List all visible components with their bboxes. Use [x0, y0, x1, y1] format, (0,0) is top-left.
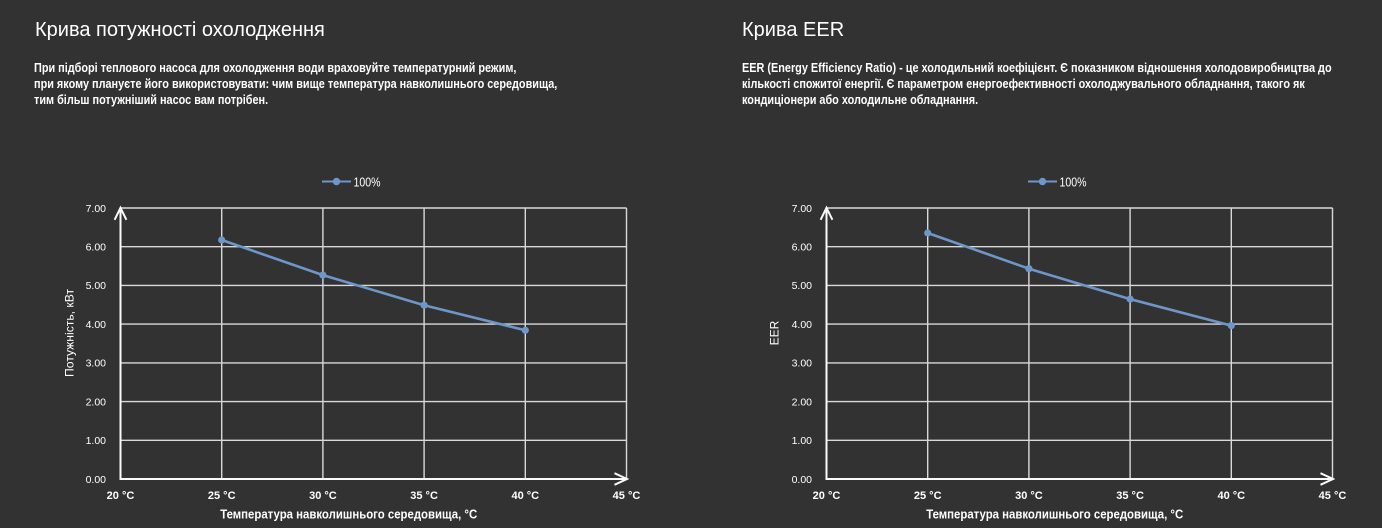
svg-text:45 °C: 45 °C	[613, 490, 641, 502]
svg-text:20 °C: 20 °C	[107, 490, 135, 502]
svg-text:30 °C: 30 °C	[309, 490, 337, 502]
svg-text:40 °C: 40 °C	[1217, 490, 1245, 502]
svg-text:1.00: 1.00	[791, 435, 812, 447]
svg-text:30 °C: 30 °C	[1015, 490, 1043, 502]
svg-text:100%: 100%	[354, 174, 381, 189]
svg-text:35 °C: 35 °C	[1116, 490, 1144, 502]
svg-text:0.00: 0.00	[86, 474, 107, 486]
svg-text:Температура навколишнього сере: Температура навколишнього середовища, °C	[926, 508, 1183, 522]
svg-text:45 °C: 45 °C	[1318, 490, 1346, 502]
svg-text:20 °C: 20 °C	[812, 490, 840, 502]
svg-text:40 °C: 40 °C	[511, 490, 539, 502]
svg-text:2.00: 2.00	[86, 396, 107, 408]
svg-text:6.00: 6.00	[86, 242, 107, 254]
svg-text:2.00: 2.00	[791, 396, 812, 408]
svg-text:EER: EER	[767, 320, 781, 345]
svg-text:0.00: 0.00	[791, 474, 812, 486]
svg-text:Температура навколишнього сере: Температура навколишнього середовища, °C	[220, 508, 477, 522]
svg-text:6.00: 6.00	[791, 242, 812, 254]
svg-text:3.00: 3.00	[86, 358, 107, 370]
svg-text:7.00: 7.00	[791, 203, 812, 215]
svg-text:1.00: 1.00	[86, 435, 107, 447]
svg-text:5.00: 5.00	[86, 280, 107, 292]
svg-text:25 °C: 25 °C	[913, 490, 941, 502]
svg-text:100%: 100%	[1059, 174, 1086, 189]
svg-text:4.00: 4.00	[791, 319, 812, 331]
svg-text:35 °C: 35 °C	[410, 490, 438, 502]
svg-text:25 °C: 25 °C	[208, 490, 236, 502]
svg-text:5.00: 5.00	[791, 280, 812, 292]
svg-text:Потужність, кВт: Потужність, кВт	[63, 288, 77, 377]
svg-text:4.00: 4.00	[86, 319, 107, 331]
svg-text:3.00: 3.00	[791, 358, 812, 370]
svg-text:7.00: 7.00	[86, 203, 107, 215]
